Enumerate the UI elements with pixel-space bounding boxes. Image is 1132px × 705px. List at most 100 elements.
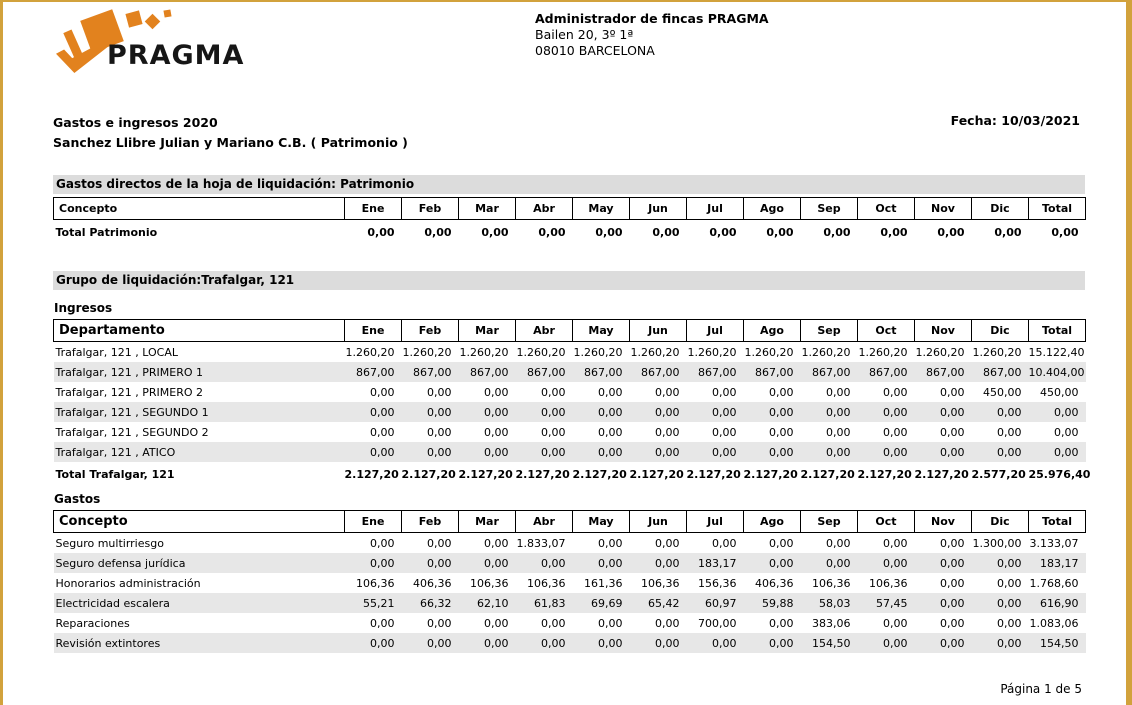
value-cell: 2.127,20 bbox=[914, 467, 969, 481]
row-label: Reparaciones bbox=[55, 616, 130, 630]
value-cell: 0,00 bbox=[515, 442, 573, 462]
logo-medium-square-shape bbox=[125, 10, 143, 28]
value-cell: 66,32 bbox=[401, 593, 459, 613]
value-cell: 106,36 bbox=[470, 576, 509, 590]
value-cell: 0,00 bbox=[769, 616, 794, 630]
value-cell: 0,00 bbox=[826, 385, 851, 399]
value-cell: 0,00 bbox=[914, 593, 972, 613]
value-cell: 0,00 bbox=[743, 633, 801, 653]
report-date: Fecha: 10/03/2021 bbox=[950, 113, 1080, 128]
table-row: Trafalgar, 121 , ATICO 0,00 0,00 0,00 0,00 0,… bbox=[53, 442, 1086, 462]
value-cell: 1.260,20 bbox=[972, 345, 1022, 359]
value-cell: 61,83 bbox=[515, 593, 573, 613]
month-header-cell: Nov bbox=[914, 510, 972, 533]
month-header-cell: Dic bbox=[971, 510, 1029, 533]
value-cell: 0,00 bbox=[427, 385, 452, 399]
value-cell: 0,00 bbox=[769, 536, 794, 550]
month-header-cell: Feb bbox=[401, 319, 459, 342]
value-cell: 0,00 bbox=[883, 425, 908, 439]
value-cell: 867,00 bbox=[401, 362, 459, 382]
value-cell: 106,36 bbox=[527, 576, 566, 590]
value-cell: 0,00 bbox=[652, 225, 680, 239]
month-header-cell: Ene bbox=[344, 319, 402, 342]
value-cell: 154,50 bbox=[1028, 633, 1086, 653]
section-band-liquidation-group: Grupo de liquidación:Trafalgar, 121 bbox=[53, 271, 1085, 290]
value-cell: 183,17 bbox=[686, 553, 744, 573]
row-label: Seguro multirriesgo bbox=[55, 536, 164, 550]
value-cell: 0,00 bbox=[484, 616, 509, 630]
value-cell: 1.260,20 bbox=[858, 345, 908, 359]
month-header-cell: Oct bbox=[857, 197, 915, 220]
value-cell: 0,00 bbox=[880, 225, 908, 239]
first-column-header: Concepto bbox=[53, 197, 345, 220]
value-cell: 0,00 bbox=[629, 553, 687, 573]
value-cell: 0,00 bbox=[541, 385, 566, 399]
value-cell: 0,00 bbox=[743, 553, 801, 573]
value-cell: 0,00 bbox=[572, 553, 630, 573]
value-cell: 0,00 bbox=[914, 402, 972, 422]
month-header-cell: Oct bbox=[857, 510, 915, 533]
table-row: Trafalgar, 121 , SEGUNDO 2 0,00 0,00 0,00 0,… bbox=[54, 422, 1086, 442]
value-cell: 0,00 bbox=[344, 402, 402, 422]
value-cell: 0,00 bbox=[458, 633, 516, 653]
value-cell: 0,00 bbox=[458, 442, 516, 462]
value-cell: 2.127,20 bbox=[344, 467, 399, 481]
value-cell: 0,00 bbox=[344, 633, 402, 653]
value-cell: 0,00 bbox=[515, 402, 573, 422]
value-cell: 0,00 bbox=[914, 633, 972, 653]
value-cell: 450,00 bbox=[983, 385, 1022, 399]
value-cell: 0,00 bbox=[914, 553, 972, 573]
value-cell: 2.577,20 bbox=[971, 467, 1026, 481]
company-info: Administrador de fincas PRAGMA Bailen 20… bbox=[535, 11, 769, 59]
month-header-cell: Abr bbox=[515, 319, 573, 342]
month-header-cell: Total bbox=[1028, 510, 1086, 533]
value-cell: 0,00 bbox=[655, 385, 680, 399]
value-cell: 0,00 bbox=[401, 633, 459, 653]
ingresos-label: Ingresos bbox=[54, 301, 113, 315]
value-cell: 2.127,20 bbox=[857, 467, 912, 481]
value-cell: 0,00 bbox=[826, 536, 851, 550]
value-cell: 867,00 bbox=[914, 362, 972, 382]
value-cell: 0,00 bbox=[940, 385, 965, 399]
value-cell: 867,00 bbox=[458, 362, 516, 382]
value-cell: 406,36 bbox=[755, 576, 794, 590]
value-cell: 0,00 bbox=[800, 442, 858, 462]
value-cell: 0,00 bbox=[686, 633, 744, 653]
row-label: Electricidad escalera bbox=[53, 593, 345, 613]
company-address-line2: 08010 BARCELONA bbox=[535, 43, 655, 58]
value-cell: 106,36 bbox=[641, 576, 680, 590]
value-cell: 0,00 bbox=[367, 225, 395, 239]
value-cell: 0,00 bbox=[971, 402, 1029, 422]
value-cell: 0,00 bbox=[484, 425, 509, 439]
value-cell: 867,00 bbox=[743, 362, 801, 382]
value-cell: 0,00 bbox=[655, 616, 680, 630]
report-title: Gastos e ingresos 2020 bbox=[53, 115, 218, 130]
month-header-cell: Jun bbox=[629, 197, 687, 220]
value-cell: 0,00 bbox=[572, 402, 630, 422]
value-cell: 0,00 bbox=[598, 385, 623, 399]
value-cell: 106,36 bbox=[356, 576, 395, 590]
value-cell: 1.083,06 bbox=[1029, 616, 1079, 630]
value-cell: 1.260,20 bbox=[630, 345, 680, 359]
month-header-cell: Ene bbox=[344, 197, 402, 220]
value-cell: 0,00 bbox=[857, 633, 915, 653]
month-header-cell: Feb bbox=[401, 510, 459, 533]
value-cell: 867,00 bbox=[800, 362, 858, 382]
value-cell: 0,00 bbox=[712, 425, 737, 439]
month-header-cell: Sep bbox=[800, 197, 858, 220]
value-cell: 0,00 bbox=[883, 536, 908, 550]
value-cell: 867,00 bbox=[857, 362, 915, 382]
value-cell: 616,90 bbox=[1028, 593, 1086, 613]
value-cell: 2.127,20 bbox=[458, 467, 513, 481]
value-cell: 867,00 bbox=[971, 362, 1029, 382]
table-header-row: Concepto Ene Feb Mar Abr May Jun Jul Ago Sep Oct No… bbox=[53, 510, 1086, 533]
table-row: Seguro multirriesgo 0,00 0,00 0,00 1.833,07 0… bbox=[54, 533, 1086, 554]
gastos-label: Gastos bbox=[54, 492, 101, 506]
value-cell: 0,00 bbox=[481, 225, 509, 239]
value-cell: 0,00 bbox=[766, 225, 794, 239]
value-cell: 183,17 bbox=[1028, 553, 1086, 573]
value-cell: 0,00 bbox=[370, 425, 395, 439]
value-cell: 0,00 bbox=[994, 225, 1022, 239]
table-row: Total Trafalgar, 121 2.127,20 2.127,20 2.12… bbox=[54, 462, 1091, 486]
value-cell: 0,00 bbox=[997, 576, 1022, 590]
